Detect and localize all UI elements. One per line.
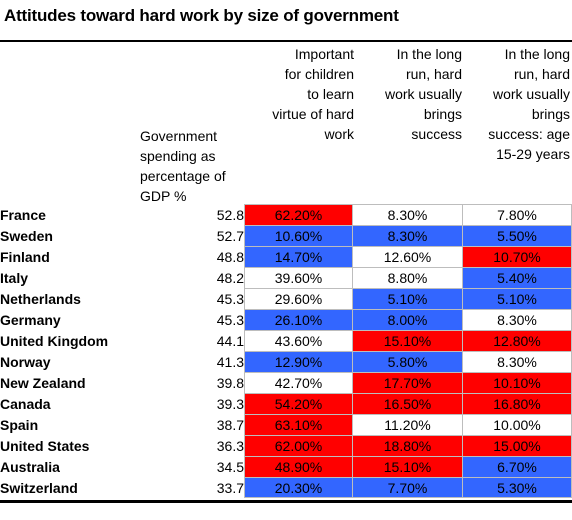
value-cell-c2: 8.30% — [352, 225, 462, 246]
value-cell-c1: 62.00% — [244, 435, 352, 456]
government-spending-value: 39.8 — [216, 374, 244, 391]
header-hard-work-success: In the long run, hard work usually bring… — [384, 46, 462, 142]
value-cell-c1: 39.60% — [244, 267, 352, 288]
value-cell-c3: 5.30% — [462, 477, 572, 498]
value-cell-c1: 42.70% — [244, 372, 352, 393]
value-cell-c3: 10.10% — [462, 372, 572, 393]
value-cell-c2: 5.10% — [352, 288, 462, 309]
table-row: Australia 34.5 48.90% 15.10% 6.70% — [0, 456, 572, 477]
value-cell-c3: 8.30% — [462, 351, 572, 372]
value-cell-c3: 5.40% — [462, 267, 572, 288]
data-table: France 52.8 62.20% 8.30% 7.80% Sweden 52.7 10.6… — [0, 204, 572, 498]
value-cell-c2: 8.30% — [352, 204, 462, 225]
table-row: Netherlands 45.3 29.60% 5.10% 5.10% — [0, 288, 572, 309]
country-label: United Kingdom — [0, 332, 109, 349]
value-cell-c2: 12.60% — [352, 246, 462, 267]
value-cell-c3: 5.10% — [462, 288, 572, 309]
header-hard-work-success-age-15-29: In the long run, hard work usually bring… — [488, 46, 570, 162]
table-row: Finland 48.8 14.70% 12.60% 10.70% — [0, 246, 572, 267]
country-label: Australia — [0, 458, 60, 475]
country-label: Canada — [0, 395, 51, 412]
value-cell-c1: 48.90% — [244, 456, 352, 477]
government-spending-value: 52.7 — [216, 227, 244, 244]
country-label: Norway — [0, 353, 51, 370]
value-cell-c2: 15.10% — [352, 330, 462, 351]
value-cell-c3: 6.70% — [462, 456, 572, 477]
value-cell-c1: 20.30% — [244, 477, 352, 498]
country-label: Switzerland — [0, 479, 78, 496]
value-cell-c2: 17.70% — [352, 372, 462, 393]
country-label: Sweden — [0, 227, 53, 244]
value-cell-c2: 8.00% — [352, 309, 462, 330]
value-cell-c3: 8.30% — [462, 309, 572, 330]
government-spending-value: 48.2 — [216, 269, 244, 286]
government-spending-value: 38.7 — [216, 416, 244, 433]
table-row: France 52.8 62.20% 8.30% 7.80% — [0, 204, 572, 225]
table-row: Germany 45.3 26.10% 8.00% 8.30% — [0, 309, 572, 330]
country-label: United States — [0, 437, 90, 454]
value-cell-c1: 29.60% — [244, 288, 352, 309]
government-spending-value: 36.3 — [216, 437, 244, 454]
table-row: New Zealand 39.8 42.70% 17.70% 10.10% — [0, 372, 572, 393]
value-cell-c1: 54.20% — [244, 393, 352, 414]
table-row: United States 36.3 62.00% 18.80% 15.00% — [0, 435, 572, 456]
chart-title: Attitudes toward hard work by size of go… — [4, 6, 399, 25]
value-cell-c1: 43.60% — [244, 330, 352, 351]
value-cell-c3: 16.80% — [462, 393, 572, 414]
top-rule — [0, 40, 572, 42]
value-cell-c1: 12.90% — [244, 351, 352, 372]
government-spending-value: 33.7 — [216, 479, 244, 496]
value-cell-c1: 10.60% — [244, 225, 352, 246]
value-cell-c2: 11.20% — [352, 414, 462, 435]
value-cell-c1: 26.10% — [244, 309, 352, 330]
government-spending-value: 45.3 — [216, 290, 244, 307]
value-cell-c3: 10.00% — [462, 414, 572, 435]
table-row: Sweden 52.7 10.60% 8.30% 5.50% — [0, 225, 572, 246]
country-label: New Zealand — [0, 374, 86, 391]
value-cell-c1: 14.70% — [244, 246, 352, 267]
country-label: Netherlands — [0, 290, 81, 307]
government-spending-value: 48.8 — [216, 248, 244, 265]
value-cell-c2: 7.70% — [352, 477, 462, 498]
header-government-spending: Government spending as percentage of GDP… — [140, 128, 226, 204]
table-row: Norway 41.3 12.90% 5.80% 8.30% — [0, 351, 572, 372]
government-spending-value: 45.3 — [216, 311, 244, 328]
value-cell-c2: 18.80% — [352, 435, 462, 456]
country-label: France — [0, 206, 46, 223]
table-row: Canada 39.3 54.20% 16.50% 16.80% — [0, 393, 572, 414]
table-row: United Kingdom 44.1 43.60% 15.10% 12.80% — [0, 330, 572, 351]
government-spending-value: 41.3 — [216, 353, 244, 370]
table-row: Spain 38.7 63.10% 11.20% 10.00% — [0, 414, 572, 435]
value-cell-c1: 62.20% — [244, 204, 352, 225]
value-cell-c2: 16.50% — [352, 393, 462, 414]
value-cell-c3: 10.70% — [462, 246, 572, 267]
value-cell-c2: 8.80% — [352, 267, 462, 288]
value-cell-c1: 63.10% — [244, 414, 352, 435]
country-label: Italy — [0, 269, 29, 286]
government-spending-value: 44.1 — [216, 332, 244, 349]
value-cell-c3: 15.00% — [462, 435, 572, 456]
value-cell-c3: 12.80% — [462, 330, 572, 351]
data-table-body: France 52.8 62.20% 8.30% 7.80% Sweden 52.7 10.6… — [0, 204, 572, 498]
header-important-for-children: Important for children to learn virtue o… — [272, 46, 354, 142]
country-label: Germany — [0, 311, 61, 328]
value-cell-c3: 7.80% — [462, 204, 572, 225]
value-cell-c2: 15.10% — [352, 456, 462, 477]
table-row: Italy 48.2 39.60% 8.80% 5.40% — [0, 267, 572, 288]
table-row: Switzerland 33.7 20.30% 7.70% 5.30% — [0, 477, 572, 498]
government-spending-value: 52.8 — [216, 206, 244, 223]
value-cell-c3: 5.50% — [462, 225, 572, 246]
government-spending-value: 34.5 — [216, 458, 244, 475]
country-label: Spain — [0, 416, 39, 433]
value-cell-c2: 5.80% — [352, 351, 462, 372]
country-label: Finland — [0, 248, 50, 265]
bottom-rule — [0, 500, 572, 503]
government-spending-value: 39.3 — [216, 395, 244, 412]
